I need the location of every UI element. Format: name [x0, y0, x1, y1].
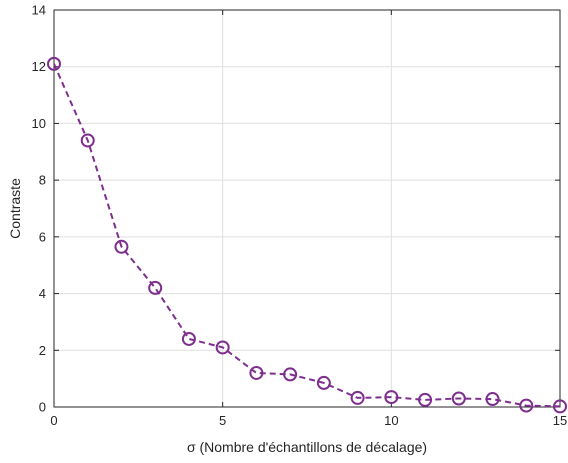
y-tick-label: 6	[39, 229, 46, 244]
series-layer	[47, 56, 567, 414]
data-point	[249, 365, 264, 380]
data-point	[350, 390, 365, 405]
y-tick-label: 8	[39, 173, 46, 188]
data-point	[283, 367, 298, 382]
y-tick-label: 0	[39, 400, 46, 415]
data-point	[485, 392, 500, 407]
series-line	[53, 63, 561, 408]
x-tick-label: 10	[384, 413, 398, 428]
y-axis-label: Contraste	[7, 178, 23, 239]
data-point	[181, 331, 196, 346]
data-point	[148, 280, 163, 295]
plot-frame	[53, 9, 561, 408]
data-point	[384, 390, 399, 405]
data-point	[418, 392, 433, 407]
x-tick-label: 15	[553, 413, 567, 428]
y-tick-label: 4	[39, 286, 46, 301]
data-point	[519, 398, 534, 413]
data-point	[114, 239, 129, 254]
data-point	[553, 399, 567, 414]
y-tick-label: 14	[32, 3, 46, 18]
data-point	[80, 133, 95, 148]
y-tick-label: 12	[32, 59, 46, 74]
y-tick-label: 10	[32, 116, 46, 131]
x-tick-label: 5	[219, 413, 226, 428]
ticks: 0 5 10 15 0 2 4 6 8 10 12 14	[32, 3, 568, 429]
x-tick-label: 0	[50, 413, 57, 428]
data-point	[47, 56, 61, 71]
data-point	[316, 375, 331, 390]
y-tick-label: 2	[39, 343, 46, 358]
data-point	[451, 391, 466, 406]
grid	[53, 9, 561, 408]
x-axis-label: σ (Nombre d'échantillons de décalage)	[187, 439, 427, 455]
data-point	[215, 340, 230, 355]
